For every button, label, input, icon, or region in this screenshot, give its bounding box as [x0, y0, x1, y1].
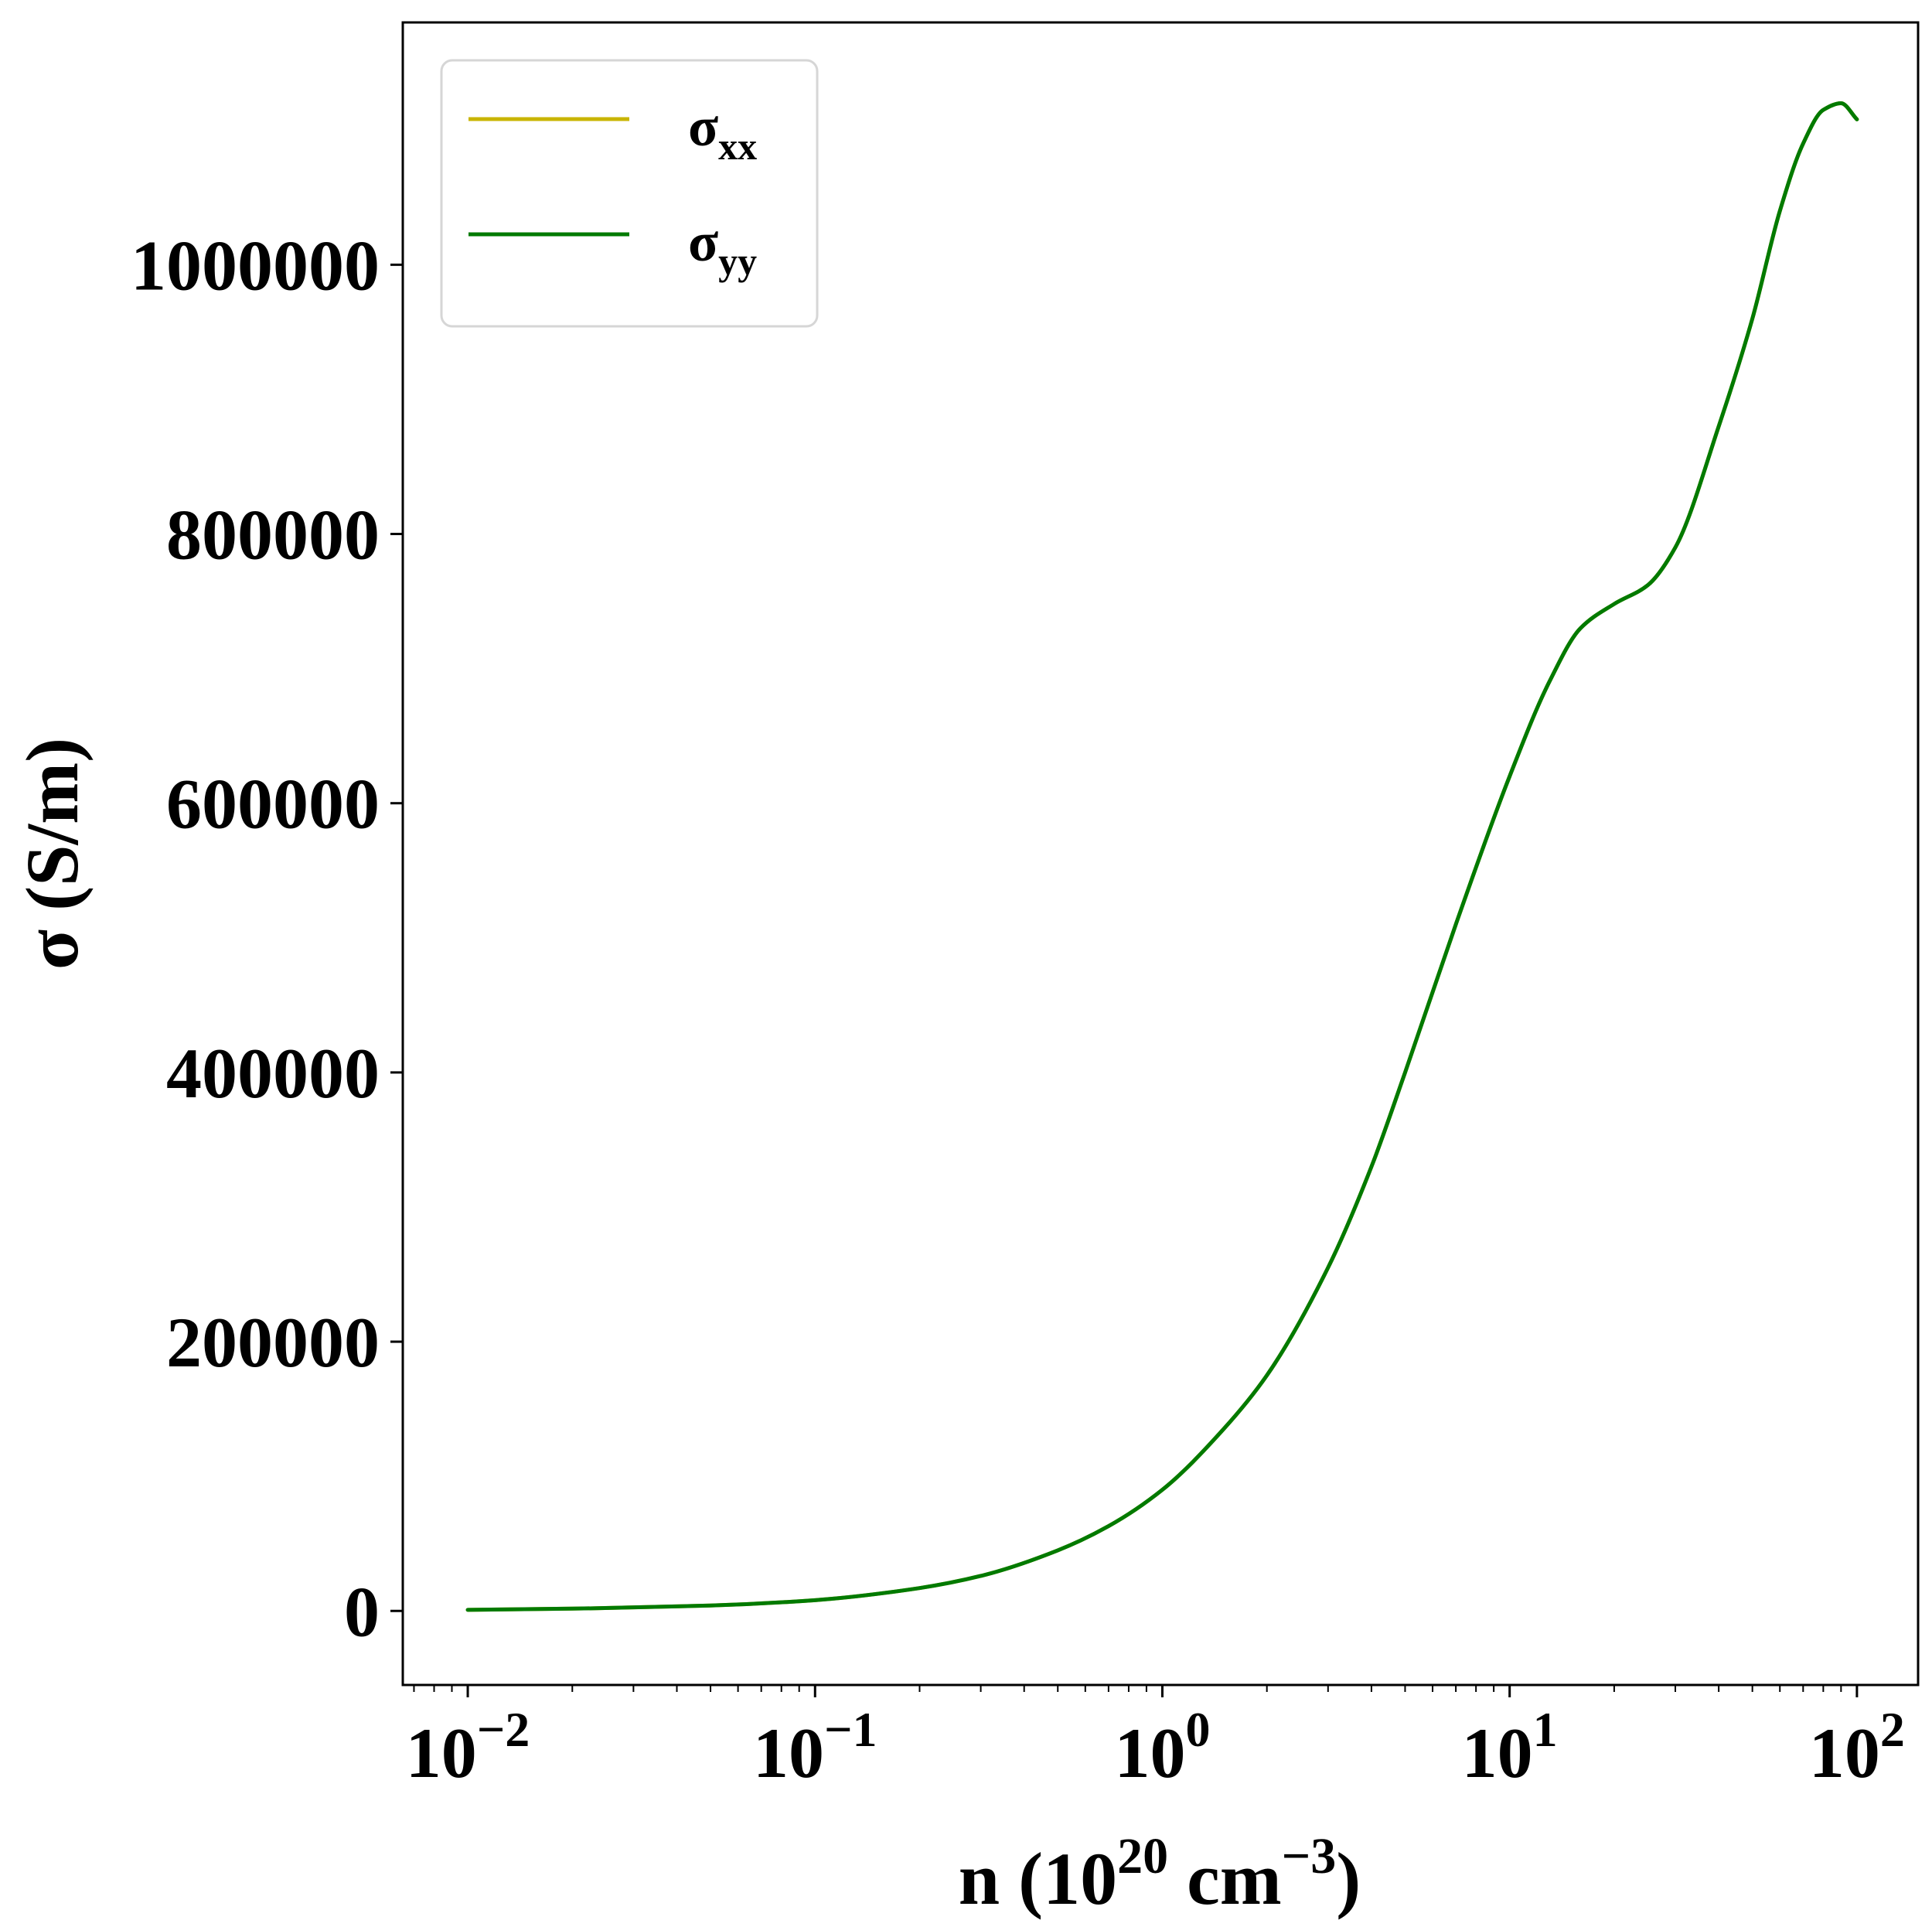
legend-label-sigma-yy-sub: yy: [718, 240, 757, 283]
x-tick-label: 100: [1114, 1702, 1210, 1792]
x-axis-label-mid: cm: [1168, 1837, 1282, 1920]
x-tick-label-base: 10: [1462, 1714, 1533, 1792]
x-tick-label-base: 10: [406, 1714, 477, 1792]
y-axis-label: σ (S/m): [11, 738, 94, 970]
plot-frame: [401, 21, 1920, 1687]
x-axis-label-sup1: 20: [1117, 1828, 1168, 1884]
x-tick-label-exp: −2: [477, 1702, 530, 1757]
x-tick-label-exp: 2: [1880, 1702, 1905, 1757]
x-tick-label-exp: 1: [1533, 1702, 1558, 1757]
legend-label-sigma-yy-base: σ: [688, 211, 718, 273]
series-line-sigma-yy: [465, 101, 1859, 1612]
y-tick-label: 400000: [166, 1034, 380, 1113]
x-axis-label-sup2: −3: [1282, 1828, 1337, 1884]
x-tick-label-base: 10: [753, 1714, 824, 1792]
x-tick-label: 102: [1809, 1702, 1905, 1792]
x-axis-ticks: 10−2 10−1 100 101 102: [406, 1685, 1905, 1792]
y-tick-label: 800000: [166, 496, 380, 575]
series-lines: [465, 101, 1859, 1612]
y-tick-label: 1000000: [131, 226, 380, 305]
legend-box: [440, 59, 819, 328]
x-tick-label-exp: −1: [824, 1702, 877, 1757]
legend-label-sigma-xx-sub: xx: [718, 124, 757, 168]
x-axis-label-end: ): [1336, 1837, 1361, 1920]
x-tick-label-base: 10: [1114, 1714, 1185, 1792]
legend-label-sigma-xx-base: σ: [688, 96, 718, 158]
legend-label-sigma-yy: σyy: [688, 211, 757, 283]
y-axis-ticks: 0 200000 400000 600000 800000 1000000: [131, 226, 403, 1651]
x-axis-label-base: n (10: [959, 1837, 1117, 1920]
x-axis-label: n (1020 cm−3): [959, 1828, 1361, 1920]
y-tick-label: 0: [344, 1572, 380, 1651]
legend-label-sigma-xx: σxx: [688, 96, 757, 168]
x-tick-label-exp: 0: [1185, 1702, 1210, 1757]
y-tick-label: 200000: [166, 1303, 380, 1382]
x-tick-label: 101: [1462, 1702, 1558, 1792]
y-tick-label: 600000: [166, 765, 380, 844]
x-tick-label-base: 10: [1809, 1714, 1880, 1792]
x-tick-label: 10−1: [753, 1702, 877, 1792]
legend: σxx σyy: [440, 59, 819, 328]
x-tick-label: 10−2: [406, 1702, 530, 1792]
